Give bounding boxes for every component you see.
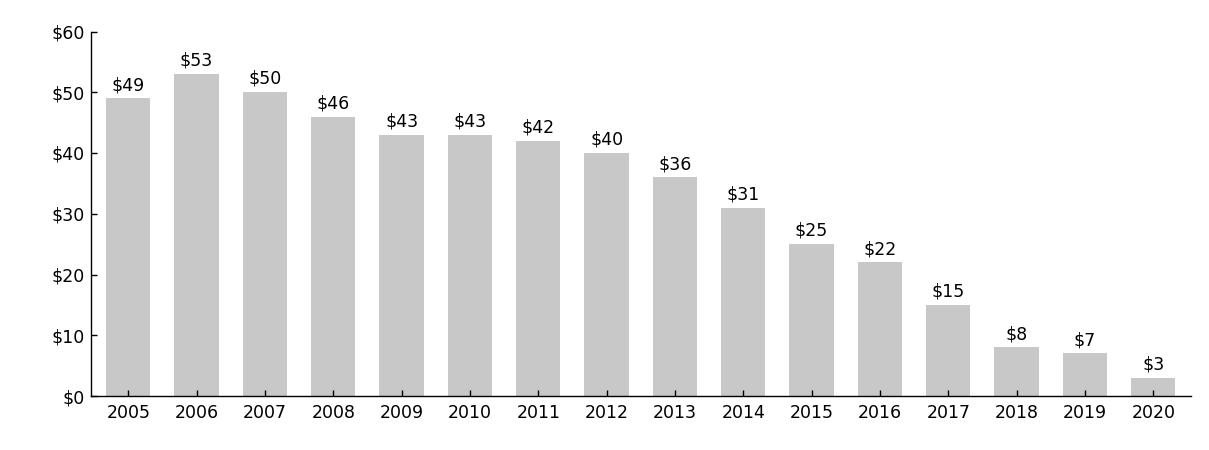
Bar [380,135,424,396]
Bar [721,207,765,396]
Text: $46: $46 [317,94,349,112]
Bar [789,244,834,396]
Bar [584,153,629,396]
Text: $8: $8 [1006,325,1028,343]
Text: $31: $31 [727,185,760,203]
Bar [653,177,698,396]
Bar [926,305,971,396]
Text: $36: $36 [658,155,692,173]
Text: $53: $53 [180,52,213,70]
Bar [174,74,219,396]
Bar [243,92,288,396]
Bar [994,347,1039,396]
Text: $22: $22 [863,240,897,258]
Text: $7: $7 [1074,331,1097,349]
Text: $40: $40 [590,131,623,149]
Text: $42: $42 [522,119,555,137]
Bar [1063,354,1107,396]
Bar [311,117,355,396]
Bar [106,99,150,396]
Bar [857,262,902,396]
Text: $25: $25 [796,222,828,240]
Text: $43: $43 [384,112,418,130]
Text: $43: $43 [453,112,486,130]
Text: $50: $50 [248,70,282,88]
Text: $3: $3 [1143,356,1164,373]
Bar [516,141,561,396]
Text: $49: $49 [111,76,145,94]
Text: $15: $15 [932,283,965,301]
Bar [447,135,492,396]
Bar [1132,378,1175,396]
